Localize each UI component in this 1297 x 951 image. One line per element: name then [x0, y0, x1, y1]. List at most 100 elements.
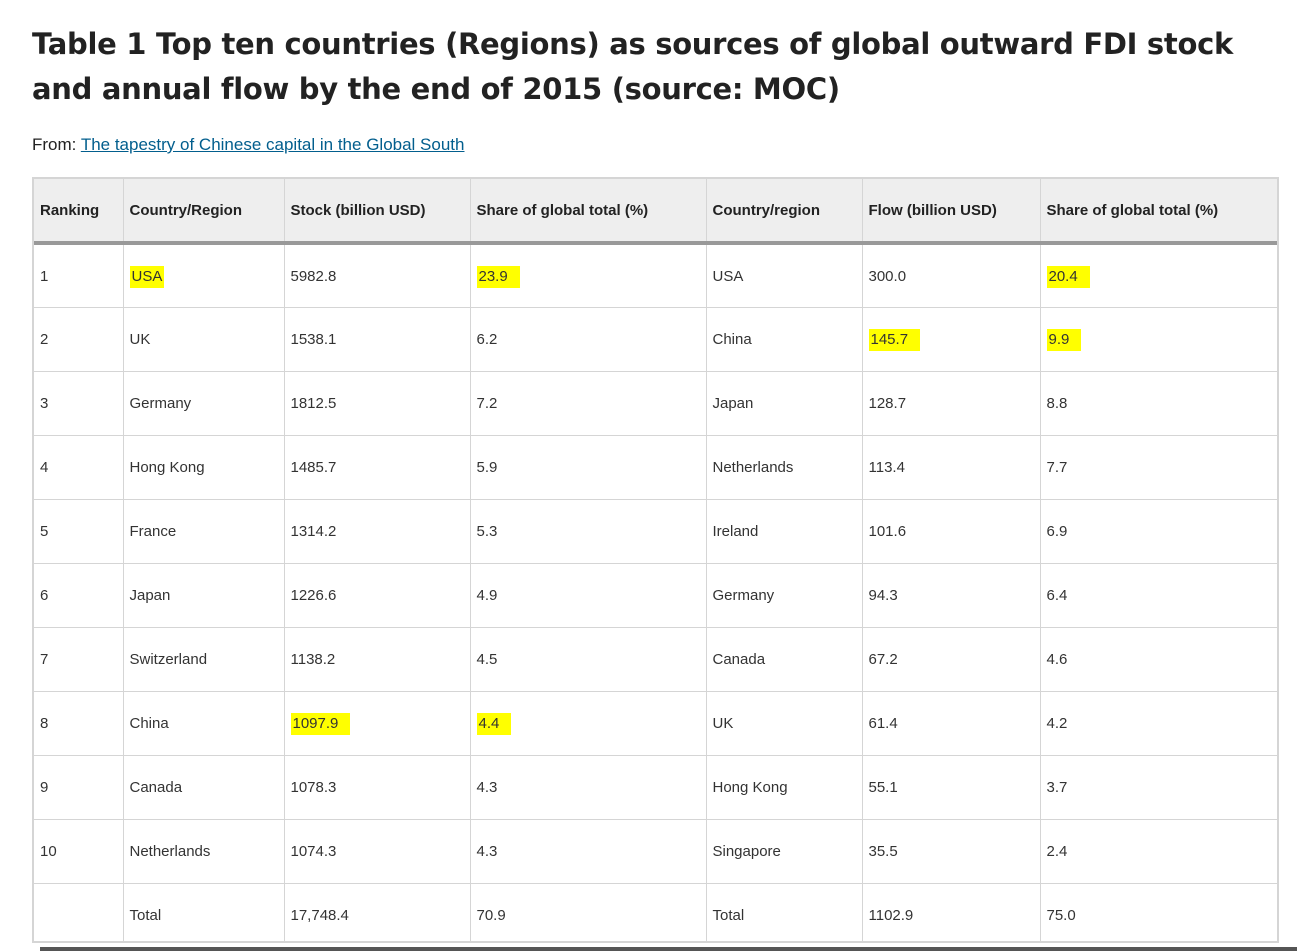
table-cell-country-region: Netherlands [123, 819, 285, 884]
column-header-flow-share: Share of global total (%) [1040, 179, 1277, 245]
table-cell-stock: 1538.1 [284, 307, 471, 372]
table-row: 5 France 1314.2 5.3 Ireland 101.6 6.9 [34, 499, 1277, 564]
table-cell-flow-country-region: USA [706, 243, 863, 308]
column-header-flow: Flow (billion USD) [862, 179, 1041, 245]
highlighted-value: USA [129, 266, 165, 286]
table-cell-flow: 55.1 [862, 755, 1041, 820]
table-row: 3 Germany 1812.5 7.2 Japan 128.7 8.8 [34, 371, 1277, 436]
table-cell-country-region: Canada [123, 755, 285, 820]
table-cell-country-region: Germany [123, 371, 285, 436]
table-cell-country-region: Switzerland [123, 627, 285, 692]
column-header-flow-country-region: Country/region [706, 179, 863, 245]
highlighted-value: 9.9 [1046, 330, 1082, 349]
source-article-link[interactable]: The tapestry of Chinese capital in the G… [80, 135, 465, 154]
table-cell-flow-share: 75.0 [1040, 883, 1277, 941]
table-cell-ranking: 1 [34, 243, 124, 308]
table-cell-stock-share: 6.2 [470, 307, 707, 372]
table-cell-country-region: Total [123, 883, 285, 941]
highlighted-value: 23.9 [476, 266, 520, 286]
highlighted-value: 20.4 [1046, 266, 1090, 286]
table-cell-flow-share: 7.7 [1040, 435, 1277, 500]
table-cell-stock: 1078.3 [284, 755, 471, 820]
table-cell-stock-share: 5.3 [470, 499, 707, 564]
table-row: 8 China 1097.9 4.4 UK 61.4 4.2 [34, 691, 1277, 756]
table-cell-flow: 1102.9 [862, 883, 1041, 941]
table-cell-stock: 5982.8 [284, 243, 471, 308]
table-cell-flow-country-region: Total [706, 883, 863, 941]
table-cell-stock: 1812.5 [284, 371, 471, 436]
table-cell-stock: 1485.7 [284, 435, 471, 500]
table-header-row: Ranking Country/Region Stock (billion USD)… [34, 179, 1277, 245]
table-cell-flow-country-region: Canada [706, 627, 863, 692]
table-cell-flow: 145.7 [862, 307, 1041, 372]
table-cell-stock-share: 23.9 [470, 243, 707, 308]
table-cell-ranking: 3 [34, 371, 124, 436]
table-body: 1 USA 5982.8 23.9 USA 300.0 20.4 2 UK 1538.1 6.2 Ch… [34, 243, 1277, 941]
table-cell-stock: 17,748.4 [284, 883, 471, 941]
table-cell-flow: 113.4 [862, 435, 1041, 500]
table-cell-flow-share: 3.7 [1040, 755, 1277, 820]
table-row: 10 Netherlands 1074.3 4.3 Singapore 35.5 2.4 [34, 819, 1277, 884]
table-row: 7 Switzerland 1138.2 4.5 Canada 67.2 4.6 [34, 627, 1277, 692]
table-cell-flow-country-region: Netherlands [706, 435, 863, 500]
table-cell-stock: 1138.2 [284, 627, 471, 692]
table-cell-flow: 128.7 [862, 371, 1041, 436]
table-cell-flow-share: 6.4 [1040, 563, 1277, 628]
highlighted-value: 145.7 [868, 330, 921, 349]
table-cell-ranking: 6 [34, 563, 124, 628]
table-cell-flow-country-region: Hong Kong [706, 755, 863, 820]
table-cell-ranking: 2 [34, 307, 124, 372]
table-cell-flow-share: 2.4 [1040, 819, 1277, 884]
table-cell-stock: 1074.3 [284, 819, 471, 884]
table-cell-stock: 1314.2 [284, 499, 471, 564]
table-cell-flow-share: 4.2 [1040, 691, 1277, 756]
table-cell-flow-share: 8.8 [1040, 371, 1277, 436]
data-table-container[interactable]: Ranking Country/Region Stock (billion USD)… [32, 177, 1279, 943]
horizontal-scrollbar[interactable] [40, 947, 1297, 951]
column-header-ranking: Ranking [34, 179, 124, 245]
table-cell-ranking: 5 [34, 499, 124, 564]
table-cell-flow: 61.4 [862, 691, 1041, 756]
page-title: Table 1 Top ten countries (Regions) as s… [32, 27, 1233, 106]
table-cell-flow: 94.3 [862, 563, 1041, 628]
highlighted-value: 4.4 [476, 714, 512, 733]
table-row: 6 Japan 1226.6 4.9 Germany 94.3 6.4 [34, 563, 1277, 628]
table-cell-flow-share: 9.9 [1040, 307, 1277, 372]
table-cell-flow: 35.5 [862, 819, 1041, 884]
table-cell-country-region: UK [123, 307, 285, 372]
column-header-stock: Stock (billion USD) [284, 179, 471, 245]
table-cell-stock-share: 4.9 [470, 563, 707, 628]
table-cell-ranking: 9 [34, 755, 124, 820]
table-cell-stock-share: 7.2 [470, 371, 707, 436]
from-label: From: [32, 135, 81, 154]
table-cell-stock-share: 4.4 [470, 691, 707, 756]
table-cell-country-region: Hong Kong [123, 435, 285, 500]
table-cell-country-region: Japan [123, 563, 285, 628]
table-cell-stock-share: 4.5 [470, 627, 707, 692]
table-row: 4 Hong Kong 1485.7 5.9 Netherlands 113.4 7.7 [34, 435, 1277, 500]
column-header-country-region: Country/Region [123, 179, 285, 245]
table-cell-flow-share: 6.9 [1040, 499, 1277, 564]
table-cell-flow-share: 4.6 [1040, 627, 1277, 692]
table-total-row: Total 17,748.4 70.9 Total 1102.9 75.0 [34, 883, 1277, 941]
table-cell-country-region: China [123, 691, 285, 756]
table-row: 2 UK 1538.1 6.2 China 145.7 9.9 [34, 307, 1277, 372]
table-cell-ranking: 10 [34, 819, 124, 884]
table-cell-flow-country-region: Ireland [706, 499, 863, 564]
table-cell-ranking: 8 [34, 691, 124, 756]
table-cell-ranking: 7 [34, 627, 124, 692]
table-cell-flow: 101.6 [862, 499, 1041, 564]
table-cell-stock-share: 4.3 [470, 755, 707, 820]
table-row: 1 USA 5982.8 23.9 USA 300.0 20.4 [34, 243, 1277, 308]
table-cell-flow-country-region: China [706, 307, 863, 372]
source-line: From: The tapestry of Chinese capital in… [32, 133, 464, 157]
table-cell-country-region: France [123, 499, 285, 564]
table-row: 9 Canada 1078.3 4.3 Hong Kong 55.1 3.7 [34, 755, 1277, 820]
table-cell-stock: 1097.9 [284, 691, 471, 756]
table-cell-flow-country-region: Japan [706, 371, 863, 436]
table-cell-flow-share: 20.4 [1040, 243, 1277, 308]
table-cell-ranking: 4 [34, 435, 124, 500]
table-cell-flow-country-region: UK [706, 691, 863, 756]
table-cell-flow: 67.2 [862, 627, 1041, 692]
